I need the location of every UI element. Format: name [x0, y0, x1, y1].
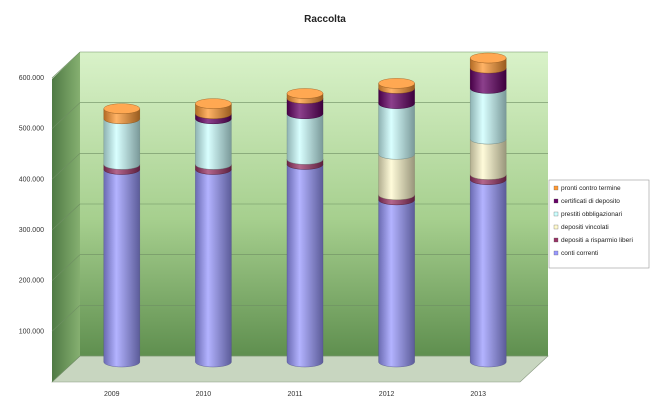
legend: pronti contro termine certificati di depo… [548, 179, 650, 269]
legend-label: certificati di deposito [561, 198, 620, 205]
bar-top-cap [378, 78, 415, 89]
bar-segment [286, 113, 324, 165]
y-tick-label: 600.000 [19, 75, 44, 82]
bar-segment [470, 179, 507, 368]
bars [103, 52, 507, 368]
gridline-side [51, 254, 81, 281]
bar-top-cap [103, 103, 141, 114]
bar-top-cap [470, 52, 507, 64]
gridline-side [51, 153, 81, 180]
gridline-side [51, 102, 81, 129]
chart-title: Raccolta [304, 14, 346, 25]
x-tick-label: 2013 [470, 391, 486, 398]
legend-swatch [553, 185, 559, 191]
x-axis: 2009 2010 2011 2012 2013 [104, 391, 486, 398]
y-tick-label: 100.000 [19, 328, 44, 335]
y-axis: 100.000 200.000 300.000 400.000 500.000 600.0… [19, 75, 44, 335]
legend-swatch [553, 198, 559, 204]
legend-swatch [553, 237, 559, 243]
gridline-side [51, 305, 81, 332]
bar-segment [103, 118, 140, 170]
bar-segment [286, 164, 324, 368]
x-tick-label: 2011 [287, 391, 302, 398]
y-tick-label: 500.000 [19, 126, 44, 133]
legend-label: conti correnti [561, 250, 598, 257]
gridline-side [51, 51, 81, 79]
bar-segment [103, 169, 140, 368]
legend-label: depositi vincolati [561, 224, 609, 231]
bar-segment [378, 103, 415, 160]
legend-swatch [553, 211, 559, 217]
x-tick-label: 2010 [196, 391, 212, 398]
legend-label: prestiti obbligazionari [561, 211, 622, 218]
bar-segment [378, 199, 415, 368]
bar-group [195, 98, 232, 368]
bar-segment [470, 139, 507, 180]
bar-group [103, 103, 141, 368]
bar-group [286, 88, 324, 368]
legend-label: depositi a risparmio liberi [561, 237, 633, 244]
bar-segment [470, 88, 507, 145]
y-tick-label: 200.000 [19, 278, 44, 285]
y-tick-label: 300.000 [19, 227, 44, 234]
bar-top-cap [286, 88, 324, 99]
bar-segment [378, 154, 415, 200]
x-tick-label: 2009 [104, 391, 120, 398]
legend-box [548, 179, 650, 269]
bar-segment [195, 169, 232, 368]
bar-top-cap [195, 98, 232, 109]
legend-label: pronti contro termine [561, 185, 621, 192]
bar-group [378, 78, 415, 368]
x-tick-label: 2012 [379, 391, 395, 398]
legend-swatch [553, 250, 559, 256]
gridline-side [51, 203, 81, 231]
bar-group [470, 52, 507, 368]
gridline-side [51, 355, 81, 383]
legend-swatch [553, 224, 559, 230]
bar-segment [195, 118, 232, 170]
y-tick-label: 400.000 [19, 176, 44, 183]
